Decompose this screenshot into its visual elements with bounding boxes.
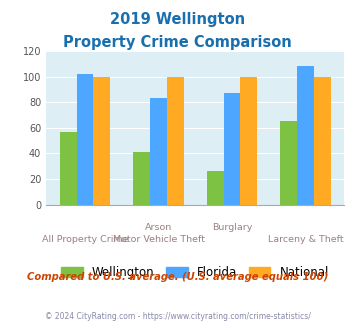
Bar <box>150 98 167 205</box>
Bar <box>224 93 240 205</box>
Legend: Wellington, Florida, National: Wellington, Florida, National <box>56 261 334 283</box>
Text: All Property Crime: All Property Crime <box>42 235 128 244</box>
Text: Compared to U.S. average. (U.S. average equals 100): Compared to U.S. average. (U.S. average … <box>27 272 328 282</box>
Bar <box>77 74 93 205</box>
Bar <box>314 77 331 205</box>
Bar <box>167 77 184 205</box>
Text: Motor Vehicle Theft: Motor Vehicle Theft <box>113 235 204 244</box>
Bar <box>60 132 77 205</box>
Bar <box>93 77 110 205</box>
Bar <box>280 121 297 205</box>
Bar <box>133 152 150 205</box>
Text: Burglary: Burglary <box>212 223 252 232</box>
Bar <box>297 67 314 205</box>
Bar <box>207 171 224 205</box>
Text: Arson: Arson <box>145 223 172 232</box>
Text: 2019 Wellington: 2019 Wellington <box>110 12 245 26</box>
Text: © 2024 CityRating.com - https://www.cityrating.com/crime-statistics/: © 2024 CityRating.com - https://www.city… <box>45 312 310 321</box>
Bar <box>240 77 257 205</box>
Text: Property Crime Comparison: Property Crime Comparison <box>63 35 292 50</box>
Text: Larceny & Theft: Larceny & Theft <box>268 235 343 244</box>
